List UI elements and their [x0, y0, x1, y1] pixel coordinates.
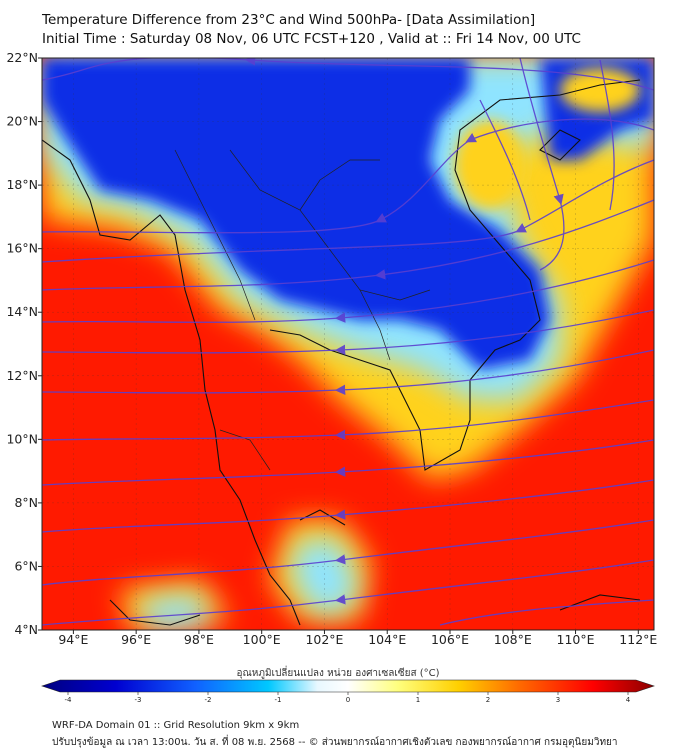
lat-label-3: 16°N: [6, 241, 38, 256]
footer-update-info: ปรับปรุงข้อมูล ณ เวลา 13:00น. วัน ส. ที่…: [52, 737, 618, 748]
lon-label-3: 100°E: [243, 632, 281, 647]
colorbar-title: อุณหภูมิเปลี่ยนแปลง หน่วย องศาเซลเซียส (…: [236, 668, 440, 679]
colorbar-tick-label-7: 3: [556, 696, 560, 704]
lon-label-0: 94°E: [58, 632, 88, 647]
wind-streamlines: [42, 58, 654, 626]
footer-model-info: WRF-DA Domain 01 :: Grid Resolution 9km …: [52, 720, 300, 731]
lat-label-5: 12°N: [6, 368, 38, 383]
lon-label-2: 98°E: [184, 632, 214, 647]
lat-label-7: 8°N: [14, 495, 38, 510]
lat-label-9: 4°N: [14, 622, 38, 637]
map-subtitle: Initial Time : Saturday 08 Nov, 06 UTC F…: [42, 31, 581, 47]
latitude-axis: 22°N 20°N 18°N 16°N 14°N 12°N 10°N 8°N 6°N 4°N: [6, 50, 42, 637]
lon-label-6: 106°E: [431, 632, 469, 647]
colorbar-tick-label-4: 0: [346, 696, 350, 704]
lon-label-1: 96°E: [121, 632, 151, 647]
lat-label-4: 14°N: [6, 304, 38, 319]
colorbar-bar: [41, 679, 655, 693]
map-title: Temperature Difference from 23°C and Win…: [42, 12, 536, 28]
plot-frame: [41, 57, 655, 631]
colorbar-tick-label-8: 4: [626, 696, 631, 704]
colorbar-ticks: -4 -3 -2 -1 0 1 2 3 4: [65, 692, 631, 704]
colorbar-tick-label-1: -3: [135, 696, 142, 704]
lat-label-6: 10°N: [6, 431, 38, 446]
temperature-field: [42, 58, 654, 630]
lat-label-1: 20°N: [6, 114, 38, 129]
colorbar: -4 -3 -2 -1 0 1 2 3 4: [41, 679, 655, 704]
colorbar-tick-label-0: -4: [65, 696, 73, 704]
lat-label-0: 22°N: [6, 50, 38, 65]
lat-label-2: 18°N: [6, 177, 38, 192]
colorbar-tick-label-3: -1: [275, 696, 282, 704]
colorbar-tick-label-6: 2: [486, 696, 490, 704]
country-borders: [174, 149, 431, 471]
lon-label-8: 110°E: [557, 632, 595, 647]
lon-label-7: 108°E: [494, 632, 532, 647]
colorbar-tick-label-2: -2: [205, 696, 212, 704]
longitude-axis: 94°E 96°E 98°E 100°E 102°E 104°E 106°E 108°E 110…: [58, 630, 657, 647]
colorbar-tick-label-5: 1: [416, 696, 420, 704]
coastlines: [42, 79, 641, 626]
lat-label-8: 6°N: [14, 558, 38, 573]
lon-label-4: 102°E: [305, 632, 343, 647]
lon-label-9: 112°E: [619, 632, 657, 647]
lon-label-5: 104°E: [368, 632, 406, 647]
